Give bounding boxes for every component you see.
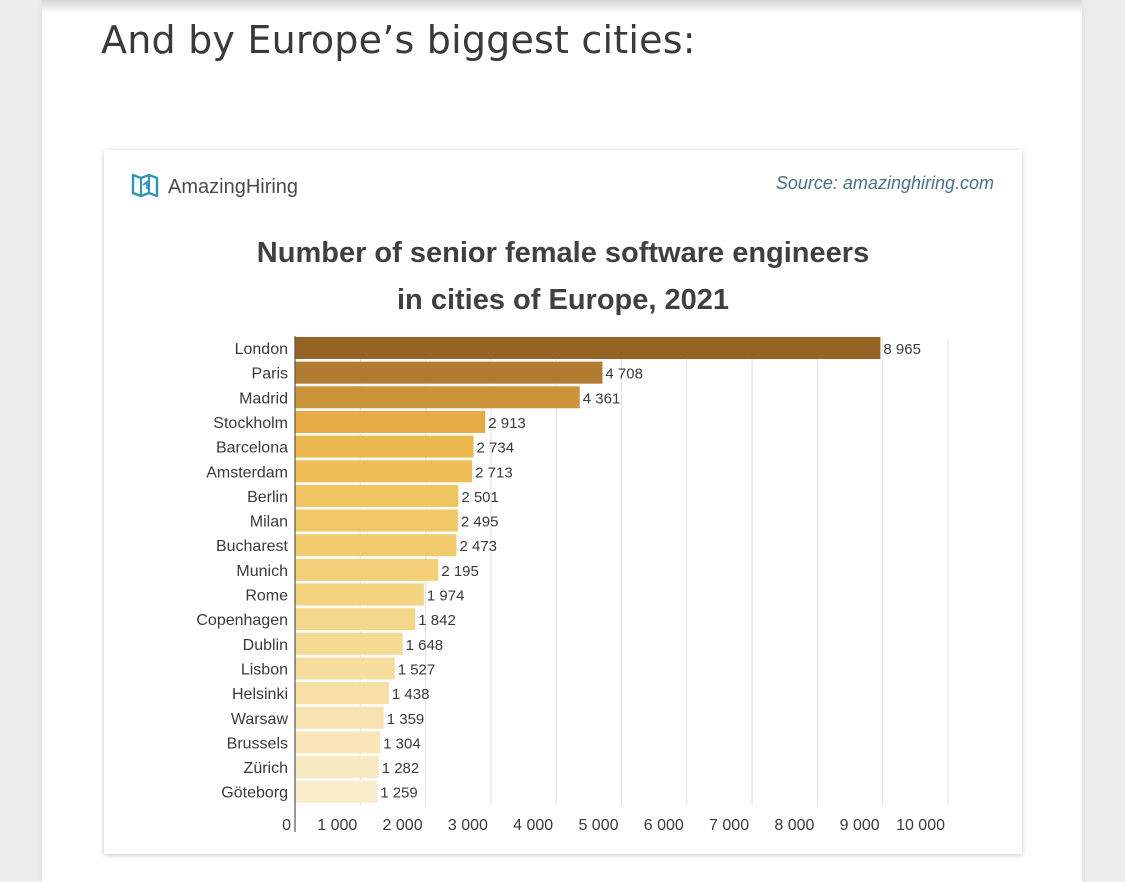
value-label: 1 842 [418,612,456,629]
value-label: 2 195 [441,563,479,580]
category-label: Milan [250,514,288,531]
source-label: Source: amazinghiring.com [775,173,994,193]
x-tick-label: 8 000 [774,817,814,834]
bar [295,731,381,754]
value-label: 1 304 [383,735,421,752]
value-label: 1 438 [392,686,430,703]
category-label: Rome [245,588,288,605]
value-label: 1 527 [398,661,436,678]
value-label: 2 473 [459,538,497,555]
bar [295,361,603,384]
category-label: Madrid [239,390,288,407]
bar [295,632,403,655]
bar [295,657,395,680]
category-label: Barcelona [216,440,288,457]
bar [295,460,473,483]
x-tick-label: 0 [282,817,291,834]
bar [295,706,384,729]
value-label: 1 648 [406,637,444,654]
bar [295,780,378,803]
category-label: Zürich [244,760,288,777]
x-tick-label: 5 000 [578,817,618,834]
category-label: Paris [252,366,288,383]
value-label: 2 713 [475,464,513,481]
x-tick-label: 3 000 [448,817,488,834]
category-label: London [235,341,288,358]
chart-title: Number of senior female software enginee… [104,230,1022,324]
x-tick-label: 6 000 [644,817,684,834]
chart-title-line-1: Number of senior female software enginee… [256,237,870,269]
brand: AmazingHiring [130,172,298,202]
category-label: Stockholm [213,415,288,432]
bar [295,583,424,606]
bar [295,337,881,359]
amazinghiring-logo-icon [130,170,160,205]
x-tick-label: 4 000 [513,817,553,834]
value-label: 1 974 [427,588,465,605]
category-label: Lisbon [241,661,288,678]
top-shadow [42,0,1082,14]
category-label: Amsterdam [206,464,288,481]
brand-name: AmazingHiring [168,175,299,198]
bar [295,682,389,705]
category-label: Warsaw [231,711,289,728]
value-label: 2 495 [461,514,499,531]
value-label: 2 501 [461,489,499,506]
value-label: 4 361 [583,390,621,407]
bar [295,608,416,631]
bar [295,558,439,581]
bar [295,534,457,557]
bar [295,435,474,458]
category-label: Copenhagen [196,612,288,629]
chart-title-line-2: in cities of Europe, 2021 [397,284,729,316]
category-label: Bucharest [216,538,289,555]
value-label: 2 913 [488,415,526,432]
x-tick-label: 1 000 [317,817,357,834]
bar [295,386,580,409]
bar [295,410,486,433]
x-tick-label: 10 000 [896,817,945,834]
x-tick-label: 7 000 [709,817,749,834]
x-tick-label: 2 000 [383,817,423,834]
chart-card[interactable] [104,150,1022,854]
bar [295,509,458,532]
value-label: 8 965 [883,341,921,358]
value-label: 4 708 [605,366,643,383]
value-label: 1 359 [387,711,425,728]
category-label: Göteborg [221,785,288,802]
section-heading: And by Europe’s biggest cities: [101,18,696,62]
category-label: Dublin [243,637,288,654]
value-label: 1 259 [380,785,418,802]
category-label: Brussels [227,735,288,752]
value-label: 1 282 [382,760,420,777]
value-label: 2 734 [477,440,515,457]
category-label: Munich [236,563,288,580]
bar [295,756,379,779]
category-label: Helsinki [232,686,288,703]
category-label: Berlin [247,489,288,506]
bar [295,484,459,507]
x-tick-label: 9 000 [840,817,880,834]
